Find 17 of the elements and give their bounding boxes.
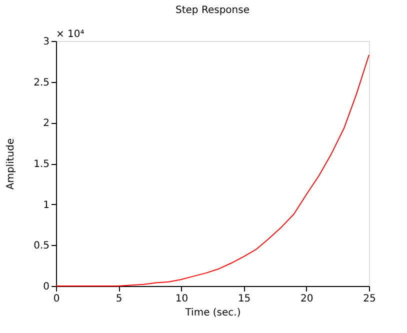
x-tick-label: 10 [175,294,188,304]
y-tick-label: 1 [43,200,50,211]
y-tick-label: 1.5 [34,159,50,170]
x-tick-label: 25 [363,294,376,304]
x-axis-title: Time (sec.) [184,308,241,318]
y-axis-title: Amplitude [6,138,17,190]
y-tick-label: 0 [43,282,50,292]
x-tick-label: 20 [300,294,314,304]
chart-title: Step Response [176,5,250,16]
y-tick-label: 0.5 [34,240,50,252]
y-tick-label: 2.5 [34,77,50,88]
text: × 10⁴ [56,29,84,40]
y-tick-label: 2 [43,118,50,130]
x-tick-label: 5 [116,294,122,304]
x-tick-label: 0 [53,294,60,304]
x-tick-label: 15 [238,294,251,304]
y-tick-label: 3 [43,36,50,48]
